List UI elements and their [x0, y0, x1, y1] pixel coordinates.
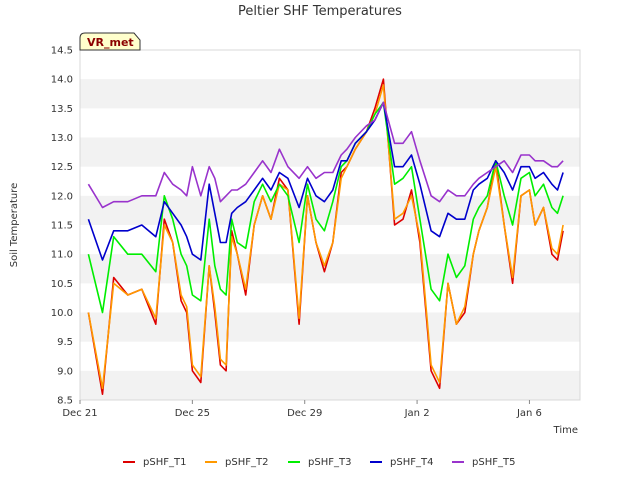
plot-area	[79, 49, 581, 401]
y-axis-label: Soil Temperature	[9, 183, 20, 268]
site-badge-label: VR_met	[87, 36, 134, 49]
series-line-pSHF_T3	[87, 101, 564, 314]
y-tick-label: 11.5	[51, 221, 73, 232]
x-tick-label: Jan 6	[516, 408, 542, 419]
y-tick-label: 14.0	[51, 75, 73, 86]
y-tick-label: 14.5	[51, 46, 73, 57]
series-lines	[87, 78, 564, 396]
x-tick-label: Dec 25	[175, 408, 210, 419]
legend-item-pSHF_T4: pSHF_T4	[370, 457, 433, 468]
site-badge: VR_met	[79, 32, 141, 51]
y-tick-label: 12.0	[51, 191, 73, 202]
legend: pSHF_T1 pSHF_T2 pSHF_T3 pSHF_T4 pSHF_T5	[123, 457, 515, 468]
x-tick-label: Dec 29	[287, 408, 322, 419]
background-bands	[80, 79, 580, 400]
y-tick-label: 13.0	[51, 133, 73, 144]
x-axis-ticks: Dec 21 Dec 25 Dec 29 Jan 2 Jan 6	[62, 400, 542, 419]
x-tick-label: Dec 21	[62, 408, 97, 419]
x-axis-label: Time	[553, 425, 578, 436]
y-tick-label: 10.5	[51, 279, 73, 290]
chart-title: Peltier SHF Temperatures	[238, 4, 402, 19]
y-tick-label: 10.0	[51, 308, 73, 319]
legend-item-pSHF_T5: pSHF_T5	[452, 457, 515, 468]
grid-band	[80, 254, 580, 284]
legend-item-pSHF_T2: pSHF_T2	[205, 457, 268, 468]
series-line-pSHF_T2	[87, 84, 564, 390]
legend-item-pSHF_T3: pSHF_T3	[288, 457, 351, 468]
y-tick-label: 9.0	[57, 366, 73, 377]
x-tick-label: Jan 2	[404, 408, 430, 419]
legend-label: pSHF_T1	[143, 457, 186, 468]
y-tick-label: 12.5	[51, 162, 73, 173]
legend-label: pSHF_T3	[308, 457, 351, 468]
series-line-pSHF_T4	[87, 101, 564, 261]
legend-label: pSHF_T5	[472, 457, 515, 468]
legend-label: pSHF_T4	[390, 457, 433, 468]
grid-band	[80, 370, 580, 400]
y-axis-ticks: 8.5 9.0 9.5 10.0 10.5 11.0 11.5 12.0 12.5 13.0 13.…	[51, 46, 73, 407]
y-tick-label: 8.5	[57, 396, 73, 407]
grid-band	[80, 312, 580, 342]
series-line-pSHF_T5	[87, 101, 564, 209]
legend-item-pSHF_T1: pSHF_T1	[123, 457, 186, 468]
grid-band	[80, 79, 580, 109]
y-tick-label: 13.5	[51, 104, 73, 115]
y-tick-label: 11.0	[51, 250, 73, 261]
legend-label: pSHF_T2	[225, 457, 268, 468]
y-tick-label: 9.5	[57, 337, 73, 348]
